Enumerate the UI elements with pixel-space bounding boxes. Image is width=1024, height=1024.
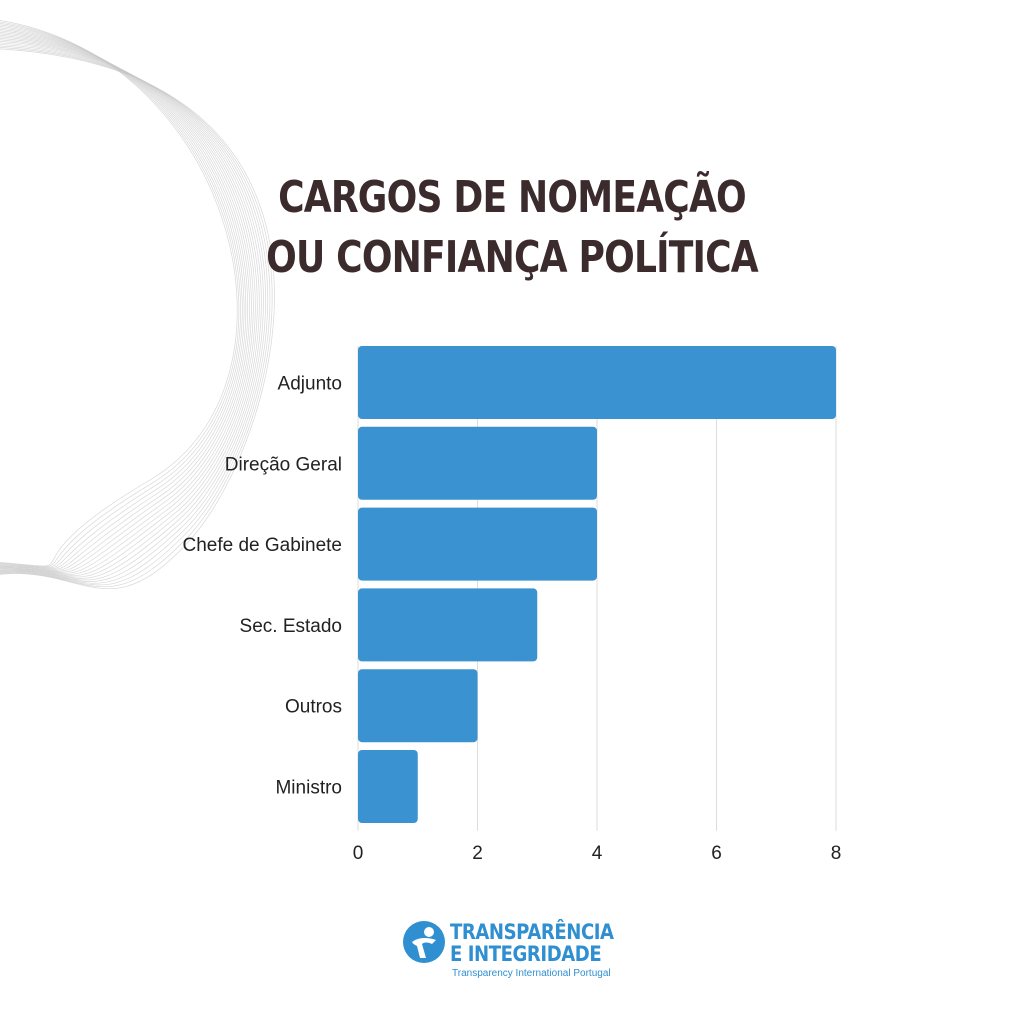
title-line-1: CARGOS DE NOMEAÇÃO	[278, 172, 747, 223]
bar-outros	[358, 669, 478, 743]
decorative-line	[0, 27, 247, 570]
x-tick-label: 6	[711, 843, 722, 864]
bar-ministro	[358, 750, 418, 823]
x-tick-label: 0	[353, 843, 364, 864]
x-tick-label: 2	[472, 843, 483, 864]
decorative-line	[0, 45, 271, 586]
decorative-line	[0, 47, 273, 588]
bar-adjunto	[358, 346, 836, 419]
category-label: Chefe de Gabinete	[182, 535, 342, 556]
decorative-line	[0, 41, 264, 581]
decorative-line	[0, 33, 254, 574]
category-label: Outros	[285, 697, 342, 718]
category-label: Direção Geral	[225, 454, 342, 475]
decorative-line	[0, 35, 256, 575]
logo-figure-icon	[403, 921, 445, 963]
decorative-line	[0, 32, 252, 573]
decorative-line	[0, 29, 249, 571]
decorative-line	[0, 21, 240, 567]
decorative-line	[0, 44, 269, 584]
decorative-line	[0, 48, 275, 590]
decorative-line	[0, 23, 241, 568]
bar-dire-o-geral	[358, 426, 597, 500]
decorative-line	[0, 36, 258, 576]
logo-line-2: E INTEGRIDADE	[450, 942, 602, 966]
bar-sec-estado	[358, 588, 538, 662]
x-tick-label: 4	[592, 843, 603, 864]
chart-title: CARGOS DE NOMEAÇÃO OU CONFIANÇA POLÍTICA	[92, 168, 932, 288]
x-tick-label: 8	[831, 843, 842, 864]
title-line-2: OU CONFIANÇA POLÍTICA	[266, 232, 759, 283]
decorative-line	[0, 24, 243, 569]
category-label: Adjunto	[278, 374, 342, 395]
category-label: Sec. Estado	[240, 616, 342, 637]
decorative-line	[0, 20, 238, 567]
decorative-line	[0, 30, 250, 572]
brand-logo: TRANSPARÊNCIA E INTEGRIDADE Transparency…	[402, 918, 642, 982]
decorative-line	[0, 26, 245, 569]
bar-chefe-de-gabinete	[358, 507, 597, 581]
logo-line-1: TRANSPARÊNCIA	[450, 920, 614, 944]
decorative-line	[0, 38, 260, 578]
decorative-line	[0, 42, 266, 582]
decorative-line	[0, 39, 262, 579]
category-label: Ministro	[275, 778, 342, 799]
logo-subtitle: Transparency International Portugal	[452, 968, 611, 979]
